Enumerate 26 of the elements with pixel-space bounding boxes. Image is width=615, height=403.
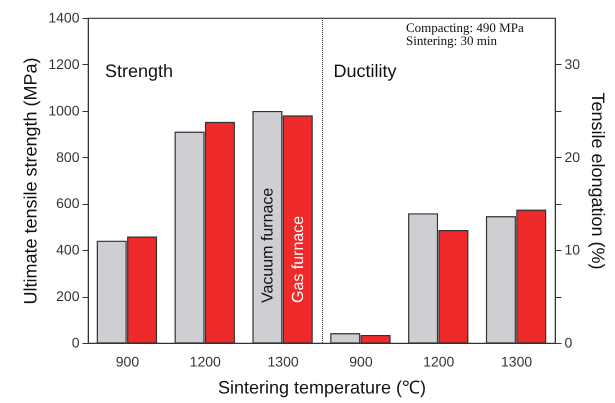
y-tick-label: 600	[56, 195, 80, 212]
annotation: Strength	[105, 61, 174, 81]
y-tick-label: 800	[56, 148, 80, 165]
x-tick-label: 1300	[501, 354, 532, 370]
y-tick-label: 400	[56, 242, 80, 258]
x-axis-title: Sintering temperature (℃)	[218, 378, 426, 398]
y2-tick-label: 30	[564, 56, 580, 72]
annotation: Compacting: 490 MPa	[406, 20, 524, 35]
x-tick-label: 900	[116, 354, 140, 370]
y2-axis-title: Tensile elongation (%)	[588, 92, 608, 270]
y2-tick-label: 0	[564, 334, 572, 350]
series-label: Vacuum furnace	[259, 188, 276, 303]
series-label: Gas furnace	[290, 216, 307, 303]
y2-tick-label: 20	[564, 148, 580, 165]
y-tick-label: 1200	[48, 56, 80, 72]
x-tick-label: 900	[349, 354, 373, 370]
annotation: Ductility	[334, 61, 397, 81]
y2-tick-label: 10	[564, 242, 580, 258]
y-tick-label: 200	[56, 288, 80, 304]
x-tick-label: 1200	[190, 354, 222, 370]
y-tick-label: 1000	[48, 102, 80, 118]
y-axis-title: Ultimate tensile strength (MPa)	[20, 57, 40, 305]
y-tick-label: 0	[72, 334, 80, 350]
x-tick-label: 1200	[423, 354, 455, 370]
y-tick-label: 1400	[48, 10, 80, 26]
x-tick-label: 1300	[268, 354, 299, 370]
